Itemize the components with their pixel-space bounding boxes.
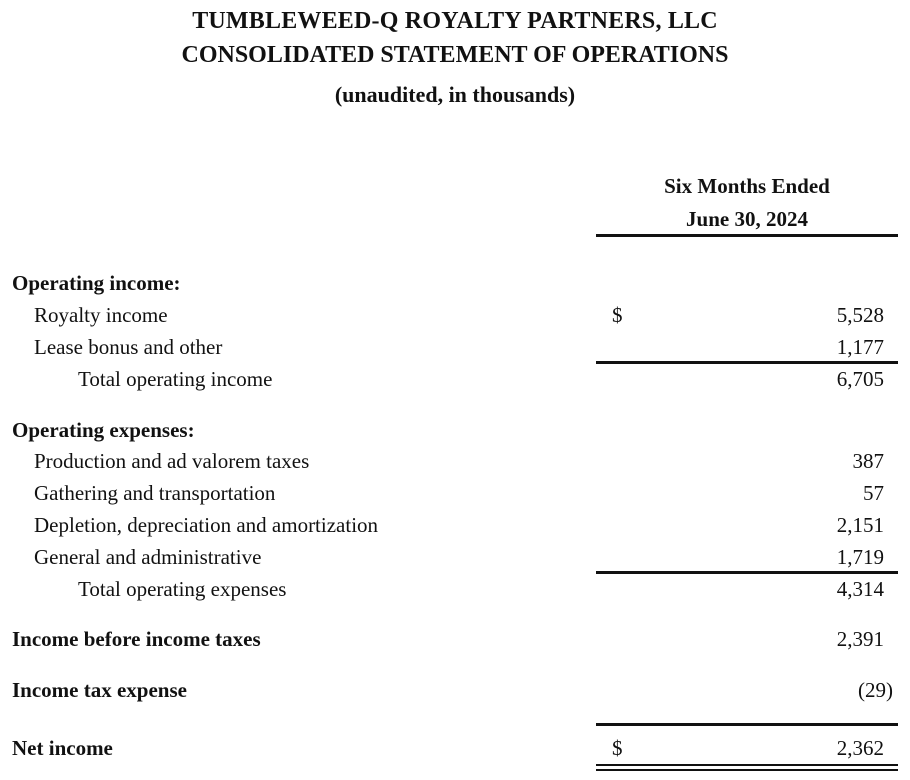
income-before-taxes-value: 2,391: [836, 627, 884, 651]
gathering-label: Gathering and transportation: [34, 481, 276, 505]
double-underline-top: [596, 764, 898, 766]
operating-expenses-heading: Operating expenses:: [12, 418, 195, 442]
company-name: TUMBLEWEED-Q ROYALTY PARTNERS, LLC: [192, 8, 718, 34]
column-header-date: June 30, 2024: [686, 207, 808, 231]
double-underline-bottom: [596, 769, 898, 771]
total-operating-income-label: Total operating income: [78, 367, 273, 391]
dda-value: 2,151: [836, 513, 884, 537]
subtotal-rule: [596, 361, 898, 364]
statement-title: CONSOLIDATED STATEMENT OF OPERATIONS: [181, 42, 729, 68]
subtotal-rule: [596, 723, 898, 726]
gathering-value: 57: [863, 481, 884, 505]
income-tax-expense-label: Income tax expense: [12, 678, 187, 702]
total-operating-expenses-value: 4,314: [836, 577, 884, 601]
operating-income-heading: Operating income:: [12, 271, 181, 295]
total-operating-income-value: 6,705: [836, 367, 884, 391]
income-tax-expense-value: (29): [858, 678, 893, 702]
general-admin-value: 1,719: [836, 545, 884, 569]
total-operating-expenses-label: Total operating expenses: [78, 577, 287, 601]
subtotal-rule: [596, 571, 898, 574]
production-taxes-value: 387: [852, 449, 885, 473]
income-before-taxes-label: Income before income taxes: [12, 627, 261, 651]
units-note: (unaudited, in thousands): [334, 82, 576, 107]
column-header-rule: [596, 234, 898, 237]
general-admin-label: General and administrative: [34, 545, 262, 569]
column-header-period: Six Months Ended: [664, 174, 830, 198]
production-taxes-label: Production and ad valorem taxes: [34, 449, 310, 473]
net-income-dollar-sign: $: [612, 736, 623, 760]
royalty-income-label: Royalty income: [34, 303, 168, 327]
lease-bonus-value: 1,177: [836, 335, 884, 359]
net-income-value: 2,362: [836, 736, 884, 760]
royalty-income-value: 5,528: [836, 303, 884, 327]
royalty-income-dollar-sign: $: [612, 303, 623, 327]
dda-label: Depletion, depreciation and amortization: [34, 513, 379, 537]
lease-bonus-label: Lease bonus and other: [34, 335, 223, 359]
net-income-label: Net income: [12, 736, 113, 760]
